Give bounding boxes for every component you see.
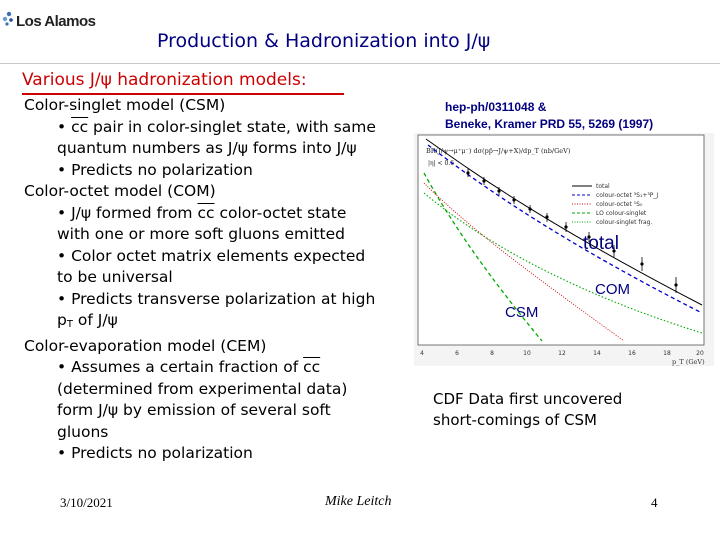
legend-entry: colour-singlet frag. xyxy=(596,219,652,226)
title-divider xyxy=(0,63,720,64)
label-csm: CSM xyxy=(505,304,539,321)
bullet-line: to be universal xyxy=(57,268,173,286)
bullet-line: • J/ψ formed from cc color-octet state xyxy=(57,203,347,222)
curve-frag xyxy=(423,192,703,334)
cdf-note-line: short-comings of CSM xyxy=(433,411,597,429)
bullet-line: • Predicts transverse polarization at hi… xyxy=(57,289,376,308)
curve-csm xyxy=(423,172,543,342)
x-tick: 8 xyxy=(490,350,494,357)
bullet-line: quantum numbers as J/ψ forms into J/ψ xyxy=(57,139,357,157)
bullet-line: • Assumes a certain fraction of cc xyxy=(57,358,321,376)
x-tick: 14 xyxy=(593,350,601,357)
bullet-line: • Predicts no polarization xyxy=(57,160,253,179)
citation-line: hep-ph/0311048 & xyxy=(445,100,547,114)
section-heading: Various J/ψ hadronization models: xyxy=(22,70,307,90)
legend-entry: colour-octet ¹S₀ xyxy=(596,201,643,208)
bullet-line: • cc pair in color-singlet state, with s… xyxy=(57,117,376,136)
bullet-line: gluons xyxy=(57,422,109,441)
cdf-note-line: CDF Data first uncovered xyxy=(433,390,623,408)
plot-legend: total colour-octet ³S₁+³P_J colour-octet… xyxy=(572,183,658,226)
x-tick: 4 xyxy=(420,350,424,357)
legend-entry: total xyxy=(596,183,610,190)
curve-com xyxy=(427,144,703,314)
cc-bar: cc xyxy=(303,358,321,376)
cc-bar: cc xyxy=(197,203,215,222)
bullet-line: (determined from experimental data) xyxy=(57,379,348,398)
bullet-line: • Color octet matrix elements expected xyxy=(57,246,366,265)
curve-total xyxy=(425,138,703,306)
plot-cut-label: |η| < 0.6 xyxy=(428,160,454,167)
los-alamos-logo: Los Alamos xyxy=(2,8,97,34)
plot-frame xyxy=(417,134,705,346)
label-com: COM xyxy=(595,281,630,298)
page-number: 4 xyxy=(651,495,658,510)
legend-entry: LO colour-singlet xyxy=(596,210,647,217)
legend-entry: colour-octet ³S₁+³P_J xyxy=(596,192,658,199)
bullet-line: form J/ψ by emission of several soft xyxy=(57,401,331,419)
citation-line: Beneke, Kramer PRD 55, 5269 (1997) xyxy=(445,117,654,131)
logo-mark-icon xyxy=(2,11,13,26)
cdf-note: CDF Data first uncovered short-comings o… xyxy=(433,389,622,431)
bullet-line: pT of J/ψ xyxy=(57,311,118,330)
footer-author: Mike Leitch xyxy=(325,494,392,509)
model-heading-com: Color-octet model (COM) xyxy=(24,182,216,200)
x-axis-ticks: 4 6 8 10 12 14 16 18 20 xyxy=(420,350,704,357)
x-tick: 10 xyxy=(523,350,531,357)
model-heading-cem: Color-evaporation model (CEM) xyxy=(24,336,267,355)
bullet-line: • Predicts no polarization xyxy=(57,444,253,462)
logo-text: Los Alamos xyxy=(16,13,96,30)
bullet-line: with one or more soft gluons emitted xyxy=(57,225,345,243)
plot-xlabel: p_T (GeV) xyxy=(672,358,705,366)
cc-bar: cc xyxy=(71,117,89,136)
slide-title: Production & Hadronization into J/ψ xyxy=(157,30,491,52)
x-tick: 12 xyxy=(558,350,566,357)
plot-ylabel: BR(J/ψ→μ⁺μ⁻) dσ(pp̄→J/ψ+X)/dp_T (nb/GeV) xyxy=(426,147,571,155)
x-tick: 20 xyxy=(696,350,704,357)
body-text: Color-singlet model (CSM) • cc pair in c… xyxy=(24,95,414,465)
data-points xyxy=(466,169,678,293)
model-heading-csm: Color-singlet model (CSM) xyxy=(24,96,226,114)
cross-section-plot: BR(J/ψ→μ⁺μ⁻) dσ(pp̄→J/ψ+X)/dp_T (nb/GeV)… xyxy=(414,133,714,366)
x-tick: 16 xyxy=(628,350,636,357)
citation: hep-ph/0311048 & Beneke, Kramer PRD 55, … xyxy=(445,99,653,133)
label-total: total xyxy=(583,233,619,254)
footer-date: 3/10/2021 xyxy=(60,495,113,510)
heading-underline xyxy=(22,93,344,95)
x-tick: 6 xyxy=(455,350,459,357)
x-tick: 18 xyxy=(663,350,671,357)
